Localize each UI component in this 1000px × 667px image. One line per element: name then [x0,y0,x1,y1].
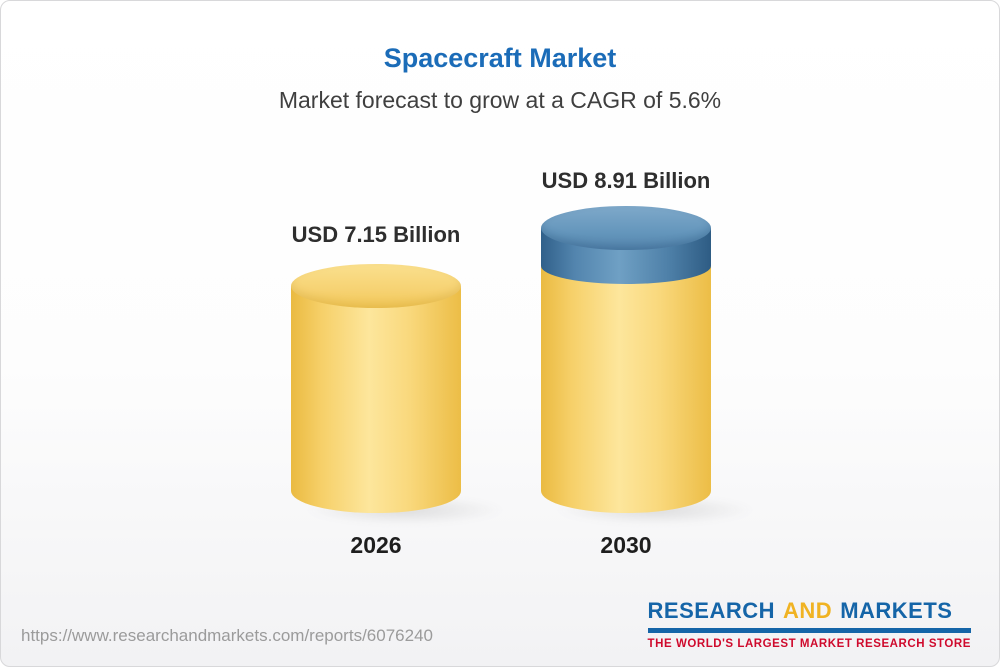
bar-2030-body [541,266,711,513]
axis-label-2026: 2026 [350,532,402,558]
bar-2030 [541,206,755,525]
bar-2030-top-face [541,206,711,250]
chart-title: Spacecraft Market [383,43,617,73]
research-and-markets-logo: RESEARCH AND MARKETS THE WORLD'S LARGEST… [647,598,971,650]
value-label-2030: USD 8.91 Billion [541,168,711,193]
logo-wordmark: RESEARCH AND MARKETS [648,598,971,624]
report-url: https://www.researchandmarkets.com/repor… [21,626,433,645]
logo-tagline: THE WORLD'S LARGEST MARKET RESEARCH STOR… [647,638,971,650]
logo-underline-bar [647,628,971,633]
bar-2026-body [291,286,461,513]
axis-label-2030: 2030 [600,532,652,558]
chart-subtitle: Market forecast to grow at a CAGR of 5.6… [278,87,722,113]
value-label-2026: USD 7.15 Billion [291,222,461,247]
logo-word-research: RESEARCH [647,598,776,623]
bar-2026 [291,264,505,525]
logo-word-and: AND [783,598,833,623]
logo-word-markets: MARKETS [840,598,953,623]
bar-2026-top-face [291,264,461,308]
